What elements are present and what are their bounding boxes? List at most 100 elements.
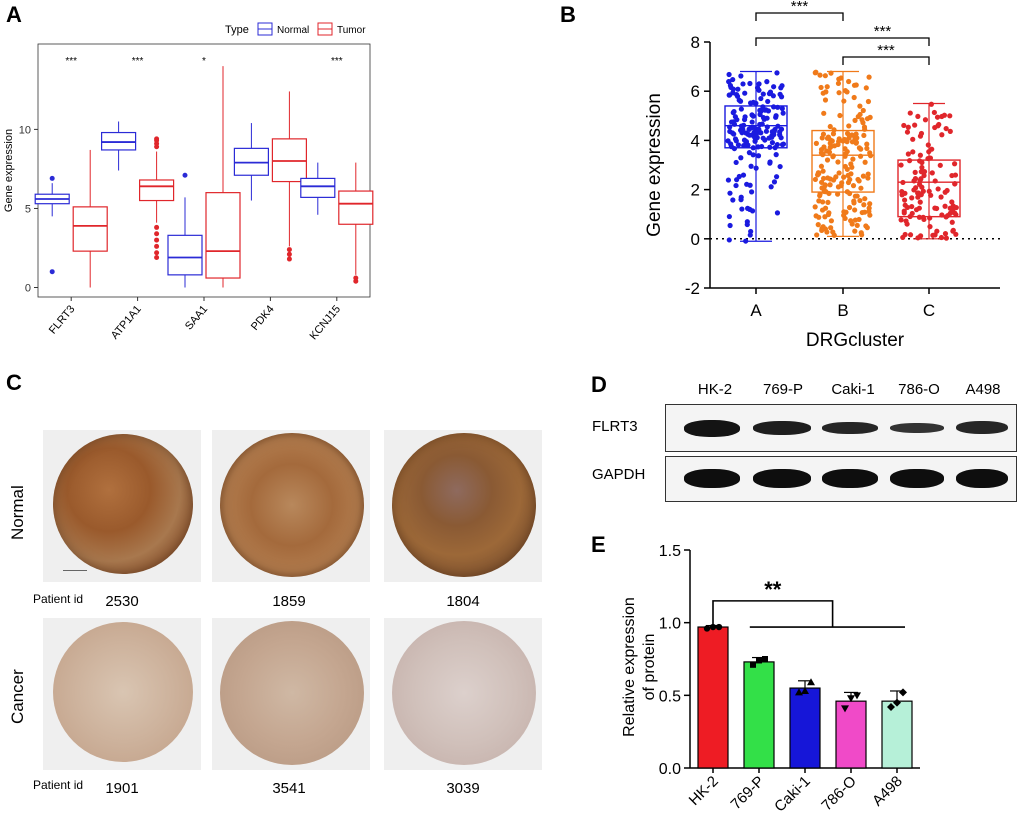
bar-caki-1 bbox=[789, 678, 821, 769]
data-point bbox=[848, 218, 854, 224]
outlier-point bbox=[154, 237, 160, 243]
data-point bbox=[715, 623, 723, 631]
data-point bbox=[818, 150, 825, 156]
band-gapdh-769p bbox=[753, 469, 811, 488]
data-point bbox=[764, 79, 770, 85]
data-point bbox=[749, 189, 755, 195]
data-point bbox=[744, 181, 750, 187]
data-point bbox=[732, 114, 738, 120]
y-axis-label: Gene expression bbox=[3, 129, 15, 212]
data-point bbox=[727, 92, 733, 98]
data-point bbox=[857, 103, 863, 109]
data-point bbox=[766, 91, 773, 97]
box-normal-kcnj15 bbox=[300, 162, 336, 215]
data-point bbox=[904, 129, 911, 135]
data-point bbox=[848, 161, 854, 167]
x-tick-label: C bbox=[923, 301, 935, 320]
data-point bbox=[739, 206, 745, 212]
data-point bbox=[738, 73, 744, 79]
data-point bbox=[819, 225, 825, 232]
data-point bbox=[866, 74, 872, 80]
data-point bbox=[767, 160, 773, 166]
data-point bbox=[938, 234, 945, 241]
data-point bbox=[747, 232, 753, 238]
data-point bbox=[901, 122, 907, 129]
x-tick-label: 769-P bbox=[728, 773, 768, 813]
data-point bbox=[727, 82, 734, 89]
data-point bbox=[845, 179, 852, 186]
data-point bbox=[818, 163, 825, 169]
data-point bbox=[917, 177, 923, 183]
data-point bbox=[735, 86, 741, 92]
data-point bbox=[867, 201, 873, 207]
data-point bbox=[774, 210, 781, 216]
data-point bbox=[831, 127, 837, 133]
data-point bbox=[764, 124, 770, 130]
data-point bbox=[748, 163, 754, 169]
protein-label-gapdh: GAPDH bbox=[592, 466, 646, 483]
data-point bbox=[815, 222, 821, 228]
data-point bbox=[760, 135, 766, 141]
data-point bbox=[943, 125, 949, 132]
data-point bbox=[807, 678, 815, 686]
data-point bbox=[931, 109, 937, 116]
box bbox=[205, 192, 241, 279]
data-point bbox=[827, 144, 833, 151]
y-tick-label: 5 bbox=[25, 203, 31, 215]
box-normal-flrt3 bbox=[34, 175, 70, 275]
legend-label: Tumor bbox=[337, 25, 366, 36]
significance-bracket bbox=[755, 12, 844, 21]
data-point bbox=[949, 209, 955, 215]
data-point bbox=[738, 123, 744, 129]
data-point bbox=[910, 149, 916, 155]
data-point bbox=[777, 132, 783, 138]
box-normal-pdk4 bbox=[233, 123, 269, 201]
data-point bbox=[864, 141, 870, 147]
data-point bbox=[858, 185, 864, 191]
significance-mark: *** bbox=[877, 42, 895, 59]
significance-bracket bbox=[712, 600, 834, 628]
data-point bbox=[927, 215, 933, 221]
patient-id-label-2: Patient id bbox=[33, 778, 84, 792]
y-tick-label: 6 bbox=[691, 82, 700, 101]
data-point bbox=[836, 76, 842, 82]
data-point bbox=[760, 91, 766, 97]
lane-label-769p: 769-P bbox=[762, 381, 804, 398]
patient-id-normal-1: 2530 bbox=[105, 593, 139, 610]
data-point bbox=[736, 173, 742, 180]
data-point bbox=[826, 149, 833, 155]
data-point bbox=[830, 229, 836, 235]
data-point bbox=[747, 132, 753, 138]
data-point bbox=[841, 136, 848, 143]
data-point bbox=[835, 191, 841, 197]
data-point bbox=[907, 232, 914, 238]
data-point bbox=[772, 145, 778, 151]
data-point bbox=[773, 174, 780, 180]
data-point bbox=[817, 193, 823, 199]
data-point bbox=[726, 237, 732, 243]
data-point bbox=[733, 182, 739, 189]
data-point bbox=[730, 76, 736, 83]
bar bbox=[743, 661, 775, 769]
data-point bbox=[835, 159, 841, 165]
data-point bbox=[917, 152, 923, 158]
y-axis-label: of protein bbox=[641, 634, 658, 701]
patient-id-cancer-2: 3541 bbox=[272, 780, 306, 797]
data-point bbox=[862, 126, 868, 132]
tissue-core bbox=[53, 434, 193, 574]
data-point bbox=[855, 113, 861, 120]
data-point bbox=[943, 235, 949, 241]
data-point bbox=[928, 192, 934, 198]
data-point bbox=[911, 187, 917, 193]
data-point bbox=[738, 155, 744, 161]
data-point bbox=[765, 98, 771, 105]
data-point bbox=[942, 231, 949, 237]
data-point bbox=[780, 110, 786, 116]
data-point bbox=[905, 124, 911, 130]
data-point bbox=[852, 117, 858, 123]
data-point bbox=[907, 110, 913, 116]
box-tumor-flrt3 bbox=[72, 149, 108, 288]
y-tick-label: 0.0 bbox=[659, 761, 681, 778]
data-point bbox=[934, 205, 940, 212]
data-point bbox=[746, 150, 753, 156]
